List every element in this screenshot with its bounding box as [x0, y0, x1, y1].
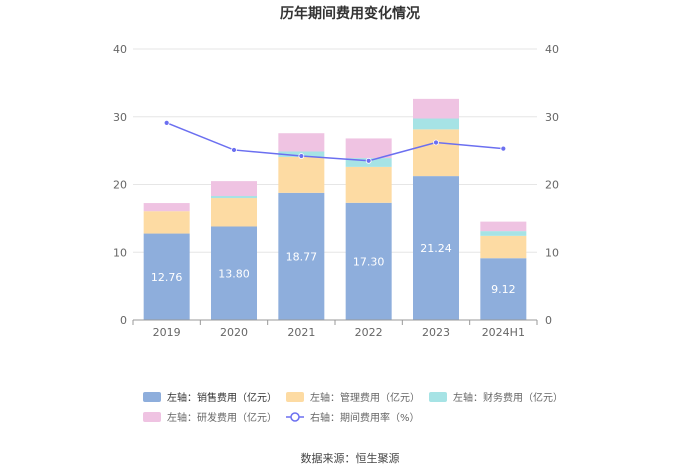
bar-data-label: 21.24: [420, 242, 452, 255]
right-axis-tick: 30: [545, 111, 559, 124]
x-axis-tick-label: 2022: [355, 326, 383, 339]
bar-segment-1-0: [143, 211, 190, 234]
legend-label: 左轴：管理费用（亿元）: [310, 391, 420, 404]
rate-point: [500, 145, 507, 152]
line-layer: [163, 119, 507, 164]
bar-segment-3-5: [480, 221, 527, 232]
rate-point: [365, 157, 372, 164]
left-axis-tick: 10: [113, 246, 127, 259]
bar-segment-0-2: [278, 192, 325, 320]
bar-segment-0-3: [345, 202, 392, 320]
bar-data-label: 12.76: [151, 271, 183, 284]
x-axis-tick-label: 2023: [422, 326, 450, 339]
left-axis-tick: 30: [113, 111, 127, 124]
legend-label: 左轴：研发费用（亿元）: [167, 411, 277, 424]
right-axis-tick: 20: [545, 179, 559, 192]
bar-data-label: 18.77: [286, 250, 318, 263]
bar-segment-0-0: [143, 233, 190, 320]
bar-segment-3-4: [413, 98, 459, 119]
legend-item-3[interactable]: 左轴：研发费用（亿元）: [143, 411, 277, 424]
left-axis-tick: 20: [113, 179, 127, 192]
bar-segment-0-5: [480, 258, 527, 320]
bar-segment-3-2: [278, 133, 325, 152]
x-axis-tick-label: 2024H1: [482, 326, 525, 339]
bar-segment-0-1: [211, 226, 257, 320]
bar-segment-2-5: [480, 231, 527, 236]
axis-layer: 0 10 20 30 40 0 10 20 30 40 2019 2020 2021 2022 2023 20…: [113, 43, 559, 339]
rate-point: [231, 147, 237, 153]
right-axis-tick: 40: [545, 43, 559, 56]
bar-layer: 12.76 13.80 18.77 17.30 21.24 9.12: [143, 98, 527, 320]
bar-data-label: 17.30: [353, 255, 385, 268]
grid-lines: [133, 48, 537, 253]
rate-line: [166, 122, 504, 162]
bar-segment-2-1: [211, 196, 257, 199]
legend-item-1[interactable]: 左轴：管理费用（亿元）: [286, 391, 420, 404]
rate-point: [298, 153, 305, 159]
bar-segment-1-3: [345, 166, 392, 203]
bar-segment-1-5: [480, 235, 527, 259]
legend-item-2[interactable]: 左轴：财务费用（亿元）: [429, 391, 563, 404]
bar-segment-0-4: [413, 176, 459, 320]
legend-label: 左轴：财务费用（亿元）: [453, 391, 563, 404]
legend-item-0[interactable]: 左轴：销售费用（亿元）: [143, 391, 277, 404]
bar-segment-3-0: [143, 203, 190, 212]
bar-data-label: 9.12: [491, 283, 516, 296]
legend-circle-marker: [290, 412, 300, 422]
x-axis-tick-label: 2021: [287, 326, 315, 339]
rate-point: [163, 119, 170, 126]
legend-swatch: [429, 392, 447, 402]
left-axis-tick: 0: [120, 314, 127, 327]
right-axis-tick: 10: [545, 246, 559, 259]
legend-label: 右轴：期间费用率（%）: [310, 411, 420, 424]
bar-segment-3-3: [345, 138, 392, 159]
left-axis-tick: 40: [113, 43, 127, 56]
bar-segment-2-4: [413, 118, 459, 130]
legend-swatch: [143, 412, 161, 422]
data-source: 数据来源：恒生聚源: [301, 451, 400, 465]
chart-title: 历年期间费用变化情况: [280, 5, 420, 22]
legend-item-4[interactable]: 右轴：期间费用率（%）: [286, 411, 420, 424]
legend-swatch: [143, 392, 161, 402]
bar-segment-1-4: [413, 129, 459, 177]
x-axis-tick-label: 2019: [153, 326, 181, 339]
bar-segment-1-2: [278, 156, 325, 193]
rate-point: [433, 139, 439, 146]
legend: 左轴：销售费用（亿元） 左轴：管理费用（亿元） 左轴：财务费用（亿元） 左轴：研发费用…: [143, 391, 563, 424]
bar-segment-3-1: [211, 181, 257, 197]
legend-label: 左轴：销售费用（亿元）: [167, 391, 277, 404]
bar-segment-1-1: [211, 198, 257, 227]
right-axis-tick: 0: [545, 314, 552, 327]
bar-data-label: 13.80: [218, 267, 250, 280]
legend-swatch: [286, 392, 304, 402]
x-axis-tick-label: 2020: [220, 326, 248, 339]
